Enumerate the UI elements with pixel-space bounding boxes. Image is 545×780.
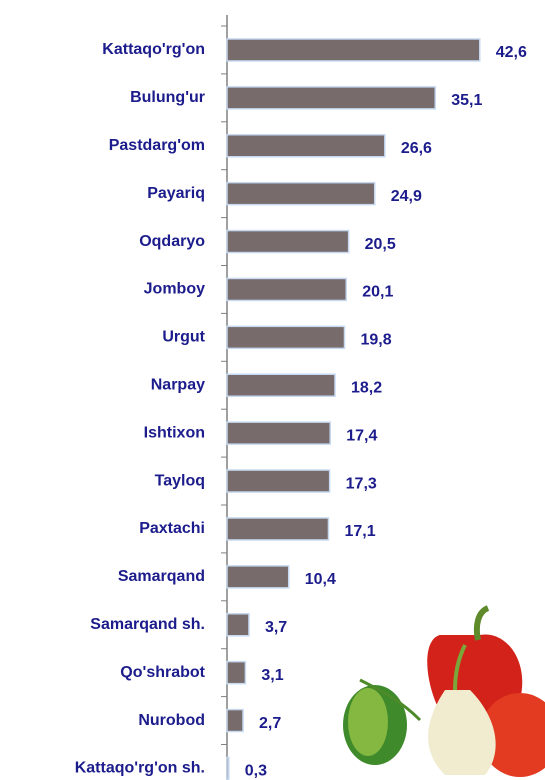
category-label: Jomboy <box>144 281 205 298</box>
bar <box>226 134 386 158</box>
category-label: Samarqand <box>118 568 205 585</box>
bar <box>226 229 350 254</box>
value-label: 17,1 <box>344 523 375 540</box>
category-label: Oqdaryo <box>139 233 205 250</box>
category-label: Paxtachi <box>139 520 205 537</box>
category-label: Qo'shrabot <box>120 664 205 681</box>
category-label: Nurobod <box>138 712 205 729</box>
value-label: 3,7 <box>265 619 287 636</box>
category-label: Payariq <box>147 185 205 202</box>
vegetables-illustration <box>343 605 545 777</box>
category-label: Pastdarg'om <box>109 137 205 154</box>
value-label: 0,3 <box>245 763 267 780</box>
category-label: Ishtixon <box>144 424 205 441</box>
bar <box>226 181 376 206</box>
category-label: Kattaqo'rg'on <box>102 41 205 58</box>
bar <box>226 756 230 780</box>
bar <box>226 86 437 110</box>
value-label: 17,3 <box>346 475 377 492</box>
bar <box>226 660 247 685</box>
bar <box>226 565 290 589</box>
category-label: Urgut <box>162 329 205 346</box>
bar <box>226 373 336 397</box>
bar <box>226 277 348 302</box>
category-label: Tayloq <box>155 472 205 489</box>
bar <box>226 517 330 541</box>
value-label: 35,1 <box>451 92 482 109</box>
value-label: 19,8 <box>360 332 391 349</box>
value-label: 10,4 <box>305 571 336 588</box>
category-label: Kattaqo'rg'on sh. <box>75 760 205 777</box>
value-label: 20,1 <box>362 284 393 301</box>
value-label: 20,5 <box>365 236 396 253</box>
bar <box>226 38 481 62</box>
value-label: 17,4 <box>346 427 377 444</box>
value-label: 3,1 <box>261 667 283 684</box>
value-label: 2,7 <box>259 715 281 732</box>
category-label: Bulung'ur <box>130 89 205 106</box>
category-label: Samarqand sh. <box>90 616 205 633</box>
value-label: 26,6 <box>401 140 432 157</box>
value-label: 42,6 <box>496 44 527 61</box>
category-label: Narpay <box>151 376 205 393</box>
bar <box>226 613 250 637</box>
bar <box>226 325 346 350</box>
bar <box>226 708 244 733</box>
value-label: 24,9 <box>391 188 422 205</box>
value-label: 18,2 <box>351 379 382 396</box>
bar <box>226 421 331 445</box>
bar <box>226 469 331 493</box>
